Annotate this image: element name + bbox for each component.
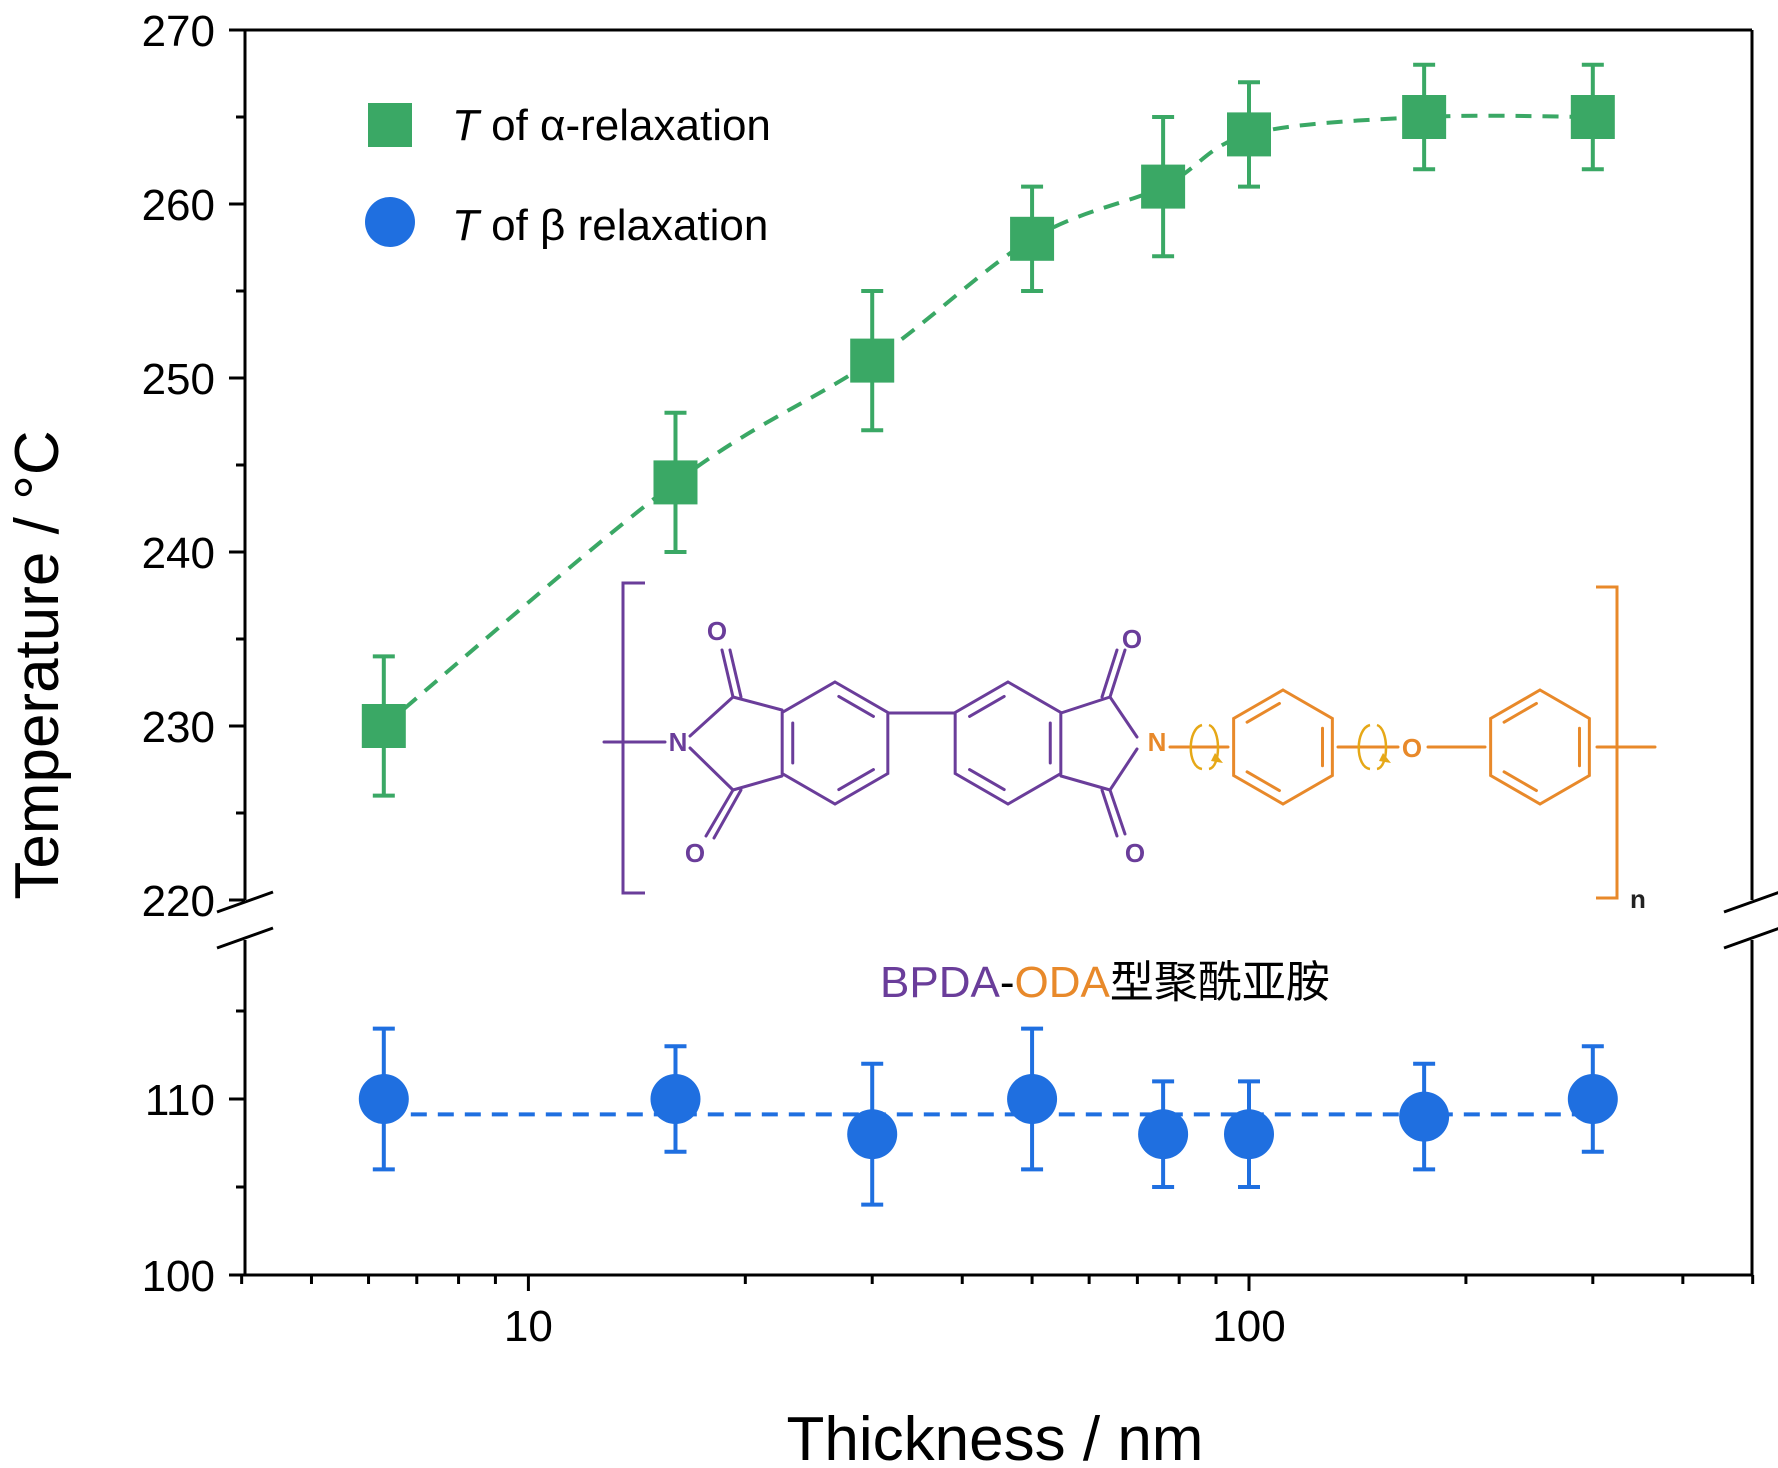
benzene-ring [1232,688,1334,806]
rotation-arrowhead [1211,753,1223,763]
y-tick-label: 220 [142,877,215,926]
bond [704,788,735,838]
nitrogen-label-right: N [1148,727,1167,757]
alpha-point [1227,112,1271,157]
beta-point [1138,1109,1189,1160]
beta-point [650,1074,701,1124]
oxygen-label: O [707,616,727,646]
aromatic-bond [1245,701,1281,724]
caption-polyimide: 型聚酰亚胺 [1110,958,1330,1007]
alpha-point [1010,216,1055,261]
y-tick-label: 110 [145,1076,215,1125]
aromatic-bond [1502,701,1538,724]
beta-point [358,1074,409,1124]
y-tick-label: 250 [142,355,215,404]
beta-point [1007,1074,1058,1124]
legend: T of α-relaxation T of β relaxation [365,101,771,250]
y-tick-label: 240 [142,529,215,578]
alpha-point [653,460,698,505]
axis-break-mark [1723,891,1778,914]
bond [731,695,784,712]
y-tick-label: 230 [142,703,215,752]
alpha-point [1402,95,1447,139]
x-tick-label: 100 [1212,1302,1285,1351]
data-markers [358,95,1618,1160]
beta-point [1399,1091,1450,1142]
legend-marker-circle [365,197,415,247]
legend-label-beta: T of β relaxation [452,201,768,250]
bond [720,648,735,699]
ether-oxygen-label: O [1402,733,1422,763]
aromatic-bond [1502,770,1538,793]
bond [688,695,735,738]
aromatic-bond [968,694,1006,718]
structure-caption: BPDA-ODA型聚酰亚胺 [880,958,1330,1007]
rotation-arc [1376,723,1388,771]
bond [731,774,784,792]
bond [728,648,743,699]
bond [1100,648,1119,699]
legend-label-alpha: T of α-relaxation [452,101,771,150]
bond [688,746,735,792]
repeat-unit-n: n [1630,884,1646,914]
aromatic-bond [1245,770,1281,793]
aromatic-bond [968,768,1006,792]
legend-marker-square [368,103,412,147]
bpda-oda-structure: n N O O O O N O [602,581,1657,914]
x-tick-label: 10 [504,1302,553,1351]
bond [1059,774,1112,792]
rotation-arc [1189,723,1203,771]
y-tick-label: 100 [142,1252,215,1301]
oxygen-label: O [1122,624,1142,654]
alpha-point [1570,95,1615,139]
beta-point [1567,1074,1618,1124]
axis-break-mark [216,926,274,950]
alpha-point [1141,164,1186,209]
y-axis-title: Temperature / °C [3,430,72,899]
rotation-arrow-icon [1189,723,1223,771]
left-bracket [621,581,645,895]
caption-separator: - [1000,958,1015,1007]
right-bracket [1596,585,1619,900]
nitrogen-label-left: N [669,727,688,757]
bond [1100,788,1119,838]
rotation-arc [1357,723,1371,771]
bond [1059,695,1112,715]
rotation-arrowhead [1379,753,1391,763]
benzene-ring [780,680,890,806]
axis-tick-labels: 220 230 240 250 260 270 100 110 10 100 [142,7,1286,1351]
y-tick-label: 260 [142,181,215,230]
oxygen-label: O [685,838,705,868]
bond [1108,788,1127,836]
alpha-point [361,704,406,748]
bond [1108,747,1139,792]
x-axis-title: Thickness / nm [787,1405,1204,1468]
caption-bpda: BPDA [880,958,1000,1007]
bond [1108,648,1127,699]
bond [712,788,743,840]
bond [1108,695,1139,739]
beta-point [847,1109,898,1160]
benzene-ring [1489,688,1591,806]
axis-ticks [229,28,1755,1291]
y-tick-label: 270 [142,7,215,56]
aromatic-bond [837,768,875,792]
oxygen-label: O [1125,838,1145,868]
beta-point [1224,1109,1274,1160]
axis-break-mark [216,890,274,914]
axis-break-mark [1723,927,1778,950]
alpha-point [850,338,895,383]
rotation-arc [1208,723,1220,771]
aromatic-bond [837,694,875,718]
rotation-arrow-icon [1357,723,1391,771]
benzene-ring [953,680,1063,806]
caption-oda: ODA [1014,958,1110,1007]
